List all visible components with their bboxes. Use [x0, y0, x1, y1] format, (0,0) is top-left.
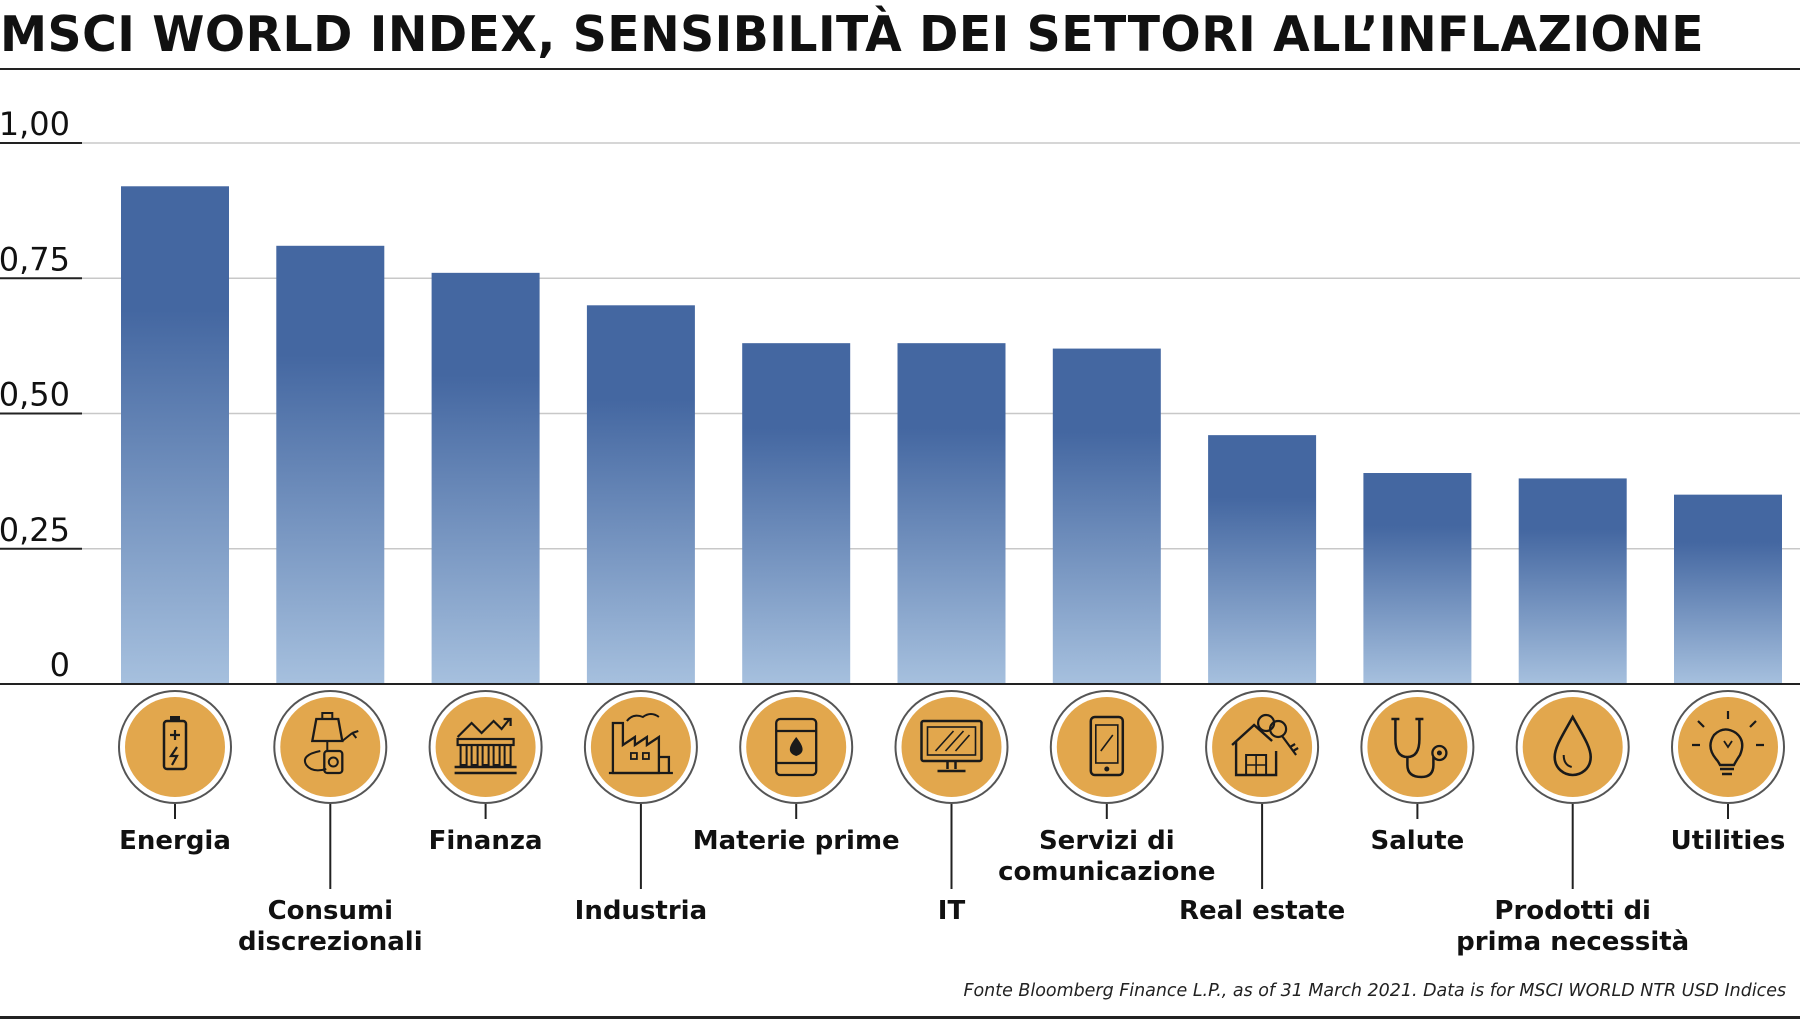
y-tick-label: 0 — [50, 646, 70, 684]
oil-barrel-icon — [739, 690, 854, 804]
category-label: Salute — [1371, 826, 1465, 856]
category-label: discrezionali — [238, 927, 423, 957]
factory-icon — [583, 690, 698, 804]
category-label: Real estate — [1179, 896, 1345, 926]
title-underline — [0, 68, 1800, 70]
y-tick-label: 0,50 — [0, 376, 70, 414]
y-tick-label: 1,00 — [0, 105, 70, 143]
category-label: Materie prime — [693, 826, 900, 856]
bar — [1363, 473, 1472, 684]
category-label: Prodotti di — [1494, 896, 1651, 926]
category-label: Industria — [575, 896, 708, 926]
water-drop-icon — [1515, 690, 1630, 804]
bar — [586, 305, 695, 684]
stethoscope-icon — [1360, 690, 1475, 804]
category-label: comunicazione — [998, 857, 1215, 887]
category-label: prima necessità — [1456, 927, 1689, 957]
smartphone-icon — [1049, 690, 1164, 804]
bar-chart: 0 0,25 0,50 0,75 1,00 Energia Consumidiscrezi… — [0, 105, 1800, 957]
battery-icon — [118, 690, 232, 804]
shopping-bag-plug-icon — [273, 690, 388, 804]
sector-icons — [118, 690, 1785, 889]
computer-monitor-icon — [894, 690, 1009, 804]
bar — [1518, 478, 1627, 684]
bar — [1674, 494, 1782, 684]
category-label: IT — [938, 896, 966, 926]
y-tick-label: 0,75 — [0, 240, 70, 278]
lightbulb-icon — [1671, 690, 1785, 804]
bank-chart-icon — [428, 690, 543, 804]
bar — [897, 343, 1006, 684]
bar — [431, 272, 540, 684]
category-label: Consumi — [268, 896, 393, 926]
bar — [121, 186, 229, 684]
bar — [276, 245, 385, 685]
source-note: Fonte Bloomberg Finance L.P., as of 31 M… — [963, 980, 1786, 1001]
bar — [1052, 348, 1161, 684]
gridlines: 0 0,25 0,50 0,75 1,00 — [0, 105, 1800, 685]
house-key-icon — [1205, 690, 1320, 804]
bars — [121, 186, 1782, 685]
category-label: Energia — [119, 826, 231, 856]
category-label: Servizi di — [1039, 826, 1175, 856]
chart-title: MSCI WORLD INDEX, SENSIBILITÀ DEI SETTOR… — [0, 6, 1704, 63]
bar — [742, 343, 851, 684]
y-tick-label: 0,25 — [0, 511, 70, 549]
category-label: Utilities — [1671, 826, 1786, 856]
category-label: Finanza — [429, 826, 543, 856]
bar — [1208, 435, 1317, 684]
bottom-rule — [0, 1016, 1800, 1019]
